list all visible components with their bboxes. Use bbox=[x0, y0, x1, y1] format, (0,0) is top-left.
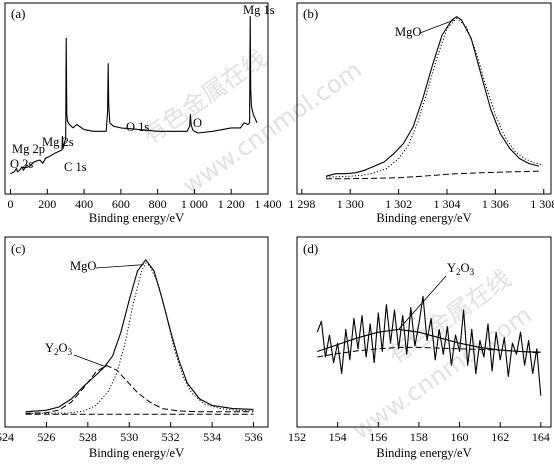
panel-d-x-tick-label: 164 bbox=[532, 430, 550, 444]
panel-a-annotation: O 2s bbox=[10, 157, 33, 171]
panel-c-frame bbox=[4, 236, 269, 428]
panel-c-x-axis: 524 526 528 530 532 534 536 bbox=[0, 422, 263, 444]
panel-c-series bbox=[25, 259, 254, 415]
panel-c-series-line-1 bbox=[25, 259, 254, 413]
panel-c-x-tick-label: 532 bbox=[162, 430, 180, 444]
panel-c-annotation: Y2O3 bbox=[45, 341, 73, 357]
panel-d-series-line-1 bbox=[316, 295, 542, 396]
panel-b-series-line-3 bbox=[326, 170, 542, 180]
panel-c: 524 526 528 530 532 534 536 MgO Y2O3 (c) Bindin… bbox=[0, 236, 269, 460]
panel-c-series-line-2 bbox=[25, 262, 254, 414]
panel-b-series-line-1 bbox=[325, 16, 540, 177]
panel-a-annotation: Mg 2p bbox=[12, 142, 45, 156]
panel-d-label: (d) bbox=[303, 241, 318, 256]
panel-b-x-tick-label: 1 300 bbox=[337, 197, 364, 211]
panel-c-x-tick-label: 536 bbox=[245, 430, 263, 444]
panel-d: 152 154 156 158 160 162 164 Y2O3 (d) Binding e… bbox=[288, 236, 552, 460]
panel-d-frame bbox=[296, 236, 552, 428]
panel-b-x-tick-label: 1 306 bbox=[482, 197, 509, 211]
panel-a-x-tick-label: 200 bbox=[38, 197, 56, 211]
panel-b-series bbox=[325, 16, 542, 180]
panel-a-x-tick-label: 600 bbox=[112, 197, 130, 211]
panel-b-x-tick-label: 1 308 bbox=[530, 197, 554, 211]
panel-c-annotations: MgO Y2O3 bbox=[45, 259, 144, 368]
panel-d-x-tick-label: 160 bbox=[451, 430, 469, 444]
panel-b-x-tick-label: 1 302 bbox=[385, 197, 412, 211]
panel-c-annotation-leader bbox=[95, 264, 144, 269]
panel-c-x-tick-label: 524 bbox=[0, 430, 14, 444]
panel-a-series bbox=[10, 15, 258, 175]
panel-c-x-tick-label: 528 bbox=[79, 430, 97, 444]
panel-a-annotation: Mg 1s bbox=[243, 3, 275, 17]
panel-d-annotations: Y2O3 bbox=[398, 261, 475, 330]
panel-d-series-line-2 bbox=[317, 328, 541, 353]
watermark: 有色金属在线 www.cnnmol.com 有色金属在线 www.cnnmol.… bbox=[137, 44, 536, 445]
panel-d-x-tick-label: 152 bbox=[288, 430, 306, 444]
panel-c-x-axis-label: Binding energy/eV bbox=[89, 446, 184, 460]
panel-a-label: (a) bbox=[11, 6, 25, 21]
panel-d-x-axis-label: Binding energy/eV bbox=[376, 446, 471, 460]
panel-b-frame bbox=[296, 2, 552, 195]
panel-a-x-tick-label: 1 200 bbox=[218, 197, 245, 211]
panel-a-frame bbox=[4, 2, 269, 195]
panel-c-label: (c) bbox=[11, 241, 25, 256]
panel-c-annotation: MgO bbox=[70, 259, 96, 273]
panel-d-annotation-leader bbox=[398, 275, 447, 330]
panel-c-x-tick-label: 530 bbox=[120, 430, 138, 444]
panel-d-annotation: Y2O3 bbox=[447, 261, 475, 277]
panel-c-x-tick-label: 534 bbox=[203, 430, 221, 444]
panel-b-annotation: MgO bbox=[395, 25, 421, 39]
panel-a-annotation: O 1s bbox=[126, 120, 149, 134]
panel-d-x-tick-label: 162 bbox=[491, 430, 509, 444]
panel-a-x-tick-label: 400 bbox=[75, 197, 93, 211]
panel-a-x-axis-label: Binding energy/eV bbox=[89, 211, 184, 225]
panel-d-x-axis: 152 154 156 158 160 162 164 bbox=[288, 422, 550, 444]
panel-d-series-line-3 bbox=[317, 346, 541, 358]
panel-b-x-tick-label: 1 298 bbox=[288, 197, 315, 211]
panel-d-x-tick-label: 156 bbox=[369, 430, 387, 444]
panel-a-series-line-1 bbox=[10, 15, 258, 175]
panel-b-annotations: MgO bbox=[395, 19, 455, 39]
panel-b-series-line-2 bbox=[325, 17, 542, 178]
panel-c-series-line-3 bbox=[25, 364, 254, 414]
panel-c-annotation-leader bbox=[73, 354, 107, 368]
panel-a-x-tick-label: 800 bbox=[149, 197, 167, 211]
panel-a-x-tick-label: 1 400 bbox=[255, 197, 282, 211]
panel-d-x-tick-label: 154 bbox=[329, 430, 347, 444]
panel-a-annotation: O bbox=[193, 116, 202, 130]
panel-d-series bbox=[316, 295, 542, 396]
panel-b-x-tick-label: 1 304 bbox=[433, 197, 460, 211]
panel-b: 1 298 1 300 1 302 1 304 1 306 1 308 MgO (b) B… bbox=[288, 2, 554, 225]
panel-a-annotation: C 1s bbox=[64, 160, 87, 174]
panel-b-annotation-leader bbox=[419, 19, 455, 34]
panel-a-x-tick-label: 1 000 bbox=[181, 197, 208, 211]
panel-d-x-tick-label: 158 bbox=[410, 430, 428, 444]
panel-a: 0 200 400 600 800 1 000 1 200 1 400 Mg 1s O O 1s C… bbox=[4, 2, 282, 225]
panel-c-x-tick-label: 526 bbox=[37, 430, 55, 444]
panel-b-x-axis-label: Binding energy/eV bbox=[376, 211, 471, 225]
panel-a-x-axis: 0 200 400 600 800 1 000 1 200 1 400 bbox=[8, 189, 282, 211]
panel-b-label: (b) bbox=[303, 6, 318, 21]
panel-b-x-axis: 1 298 1 300 1 302 1 304 1 306 1 308 bbox=[288, 189, 554, 211]
panel-a-annotation: Mg 2s bbox=[42, 135, 74, 149]
panel-a-x-tick-label: 0 bbox=[8, 197, 14, 211]
